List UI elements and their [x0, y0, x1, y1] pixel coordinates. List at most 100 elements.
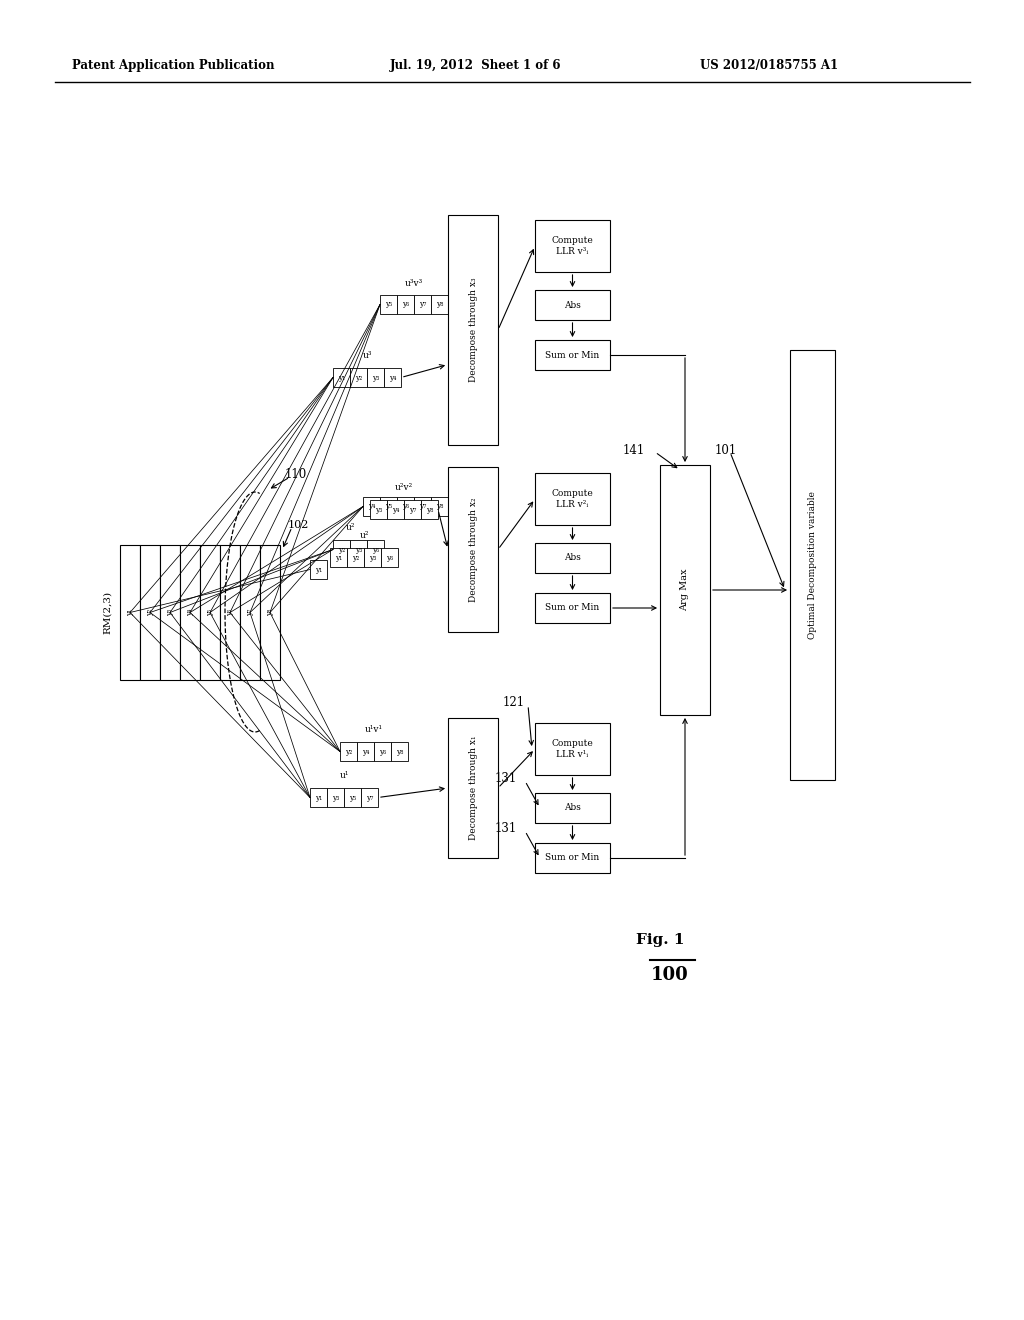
Text: y₂: y₂ [146, 609, 154, 616]
Text: Optimal Decomposition variable: Optimal Decomposition variable [808, 491, 817, 639]
Text: y₅: y₅ [385, 301, 392, 309]
Text: u²v²: u²v² [395, 483, 413, 492]
Bar [350, 368, 367, 387]
Bar [367, 368, 384, 387]
Bar [535, 593, 610, 623]
Text: 100: 100 [651, 966, 689, 983]
Text: 141: 141 [623, 444, 645, 457]
Bar [240, 545, 260, 680]
Text: Compute
LLR v²ᵢ: Compute LLR v²ᵢ [552, 490, 593, 508]
Text: y₈: y₈ [426, 506, 433, 513]
Text: y₃: y₃ [375, 506, 382, 513]
Bar [535, 341, 610, 370]
Text: US 2012/0185755 A1: US 2012/0185755 A1 [700, 58, 838, 71]
Text: y₇: y₇ [419, 503, 426, 511]
Text: 110: 110 [285, 469, 307, 482]
Bar [310, 560, 327, 579]
Text: y₅: y₅ [349, 793, 356, 801]
Text: u³v³: u³v³ [404, 279, 423, 288]
Bar [120, 545, 140, 680]
Text: y₆: y₆ [386, 553, 393, 561]
Bar [260, 545, 280, 680]
Text: Decompose through x₁: Decompose through x₁ [469, 735, 477, 841]
Bar [535, 723, 610, 775]
Text: 131: 131 [495, 822, 517, 836]
Text: Compute
LLR v³ᵢ: Compute LLR v³ᵢ [552, 236, 593, 256]
Text: y₄: y₄ [368, 503, 375, 511]
Text: y₃: y₃ [332, 793, 339, 801]
Text: y₇: y₇ [246, 609, 254, 616]
Text: y₇: y₇ [366, 793, 373, 801]
Text: Fig. 1: Fig. 1 [636, 933, 684, 946]
Bar [380, 294, 397, 314]
Text: 102: 102 [288, 520, 309, 531]
Bar [397, 498, 414, 516]
Text: y₁: y₁ [338, 374, 345, 381]
Text: 101: 101 [715, 444, 737, 457]
Text: y₆: y₆ [401, 301, 410, 309]
Text: y₈: y₈ [436, 503, 443, 511]
Text: y₁: y₁ [335, 553, 342, 561]
Bar [660, 465, 710, 715]
Text: y₈: y₈ [436, 301, 443, 309]
Text: Sum or Min: Sum or Min [546, 351, 600, 359]
Bar [347, 548, 364, 568]
Text: u¹v¹: u¹v¹ [365, 726, 383, 734]
Bar [535, 220, 610, 272]
Bar [361, 788, 378, 807]
Bar [535, 543, 610, 573]
Bar [220, 545, 240, 680]
Text: u²: u² [345, 524, 354, 532]
Bar [350, 540, 367, 558]
Text: RM(2,3): RM(2,3) [103, 591, 113, 634]
Text: y₅: y₅ [385, 503, 392, 511]
Text: y₁: y₁ [126, 609, 134, 616]
Bar [140, 545, 160, 680]
Bar [200, 545, 220, 680]
Text: y₈: y₈ [396, 747, 403, 755]
Bar [421, 500, 438, 519]
Bar [387, 500, 404, 519]
Bar [391, 742, 408, 762]
Bar [364, 548, 381, 568]
Text: y₄: y₄ [389, 374, 396, 381]
Bar [431, 498, 449, 516]
Bar [357, 742, 374, 762]
Bar [160, 545, 180, 680]
Text: y₇: y₇ [419, 301, 426, 309]
Bar [367, 540, 384, 558]
Text: y₂: y₂ [338, 545, 345, 553]
Bar [330, 548, 347, 568]
Bar [449, 215, 498, 445]
Text: y₂: y₂ [352, 553, 359, 561]
Text: Abs: Abs [564, 301, 581, 309]
Text: y₃: y₃ [166, 609, 174, 616]
Text: y₁: y₁ [314, 565, 323, 573]
Bar [180, 545, 200, 680]
Bar [790, 350, 835, 780]
Bar [333, 540, 350, 558]
Bar [449, 718, 498, 858]
Bar [340, 742, 357, 762]
Bar [431, 294, 449, 314]
Text: y₂: y₂ [355, 374, 362, 381]
Text: u³: u³ [362, 351, 372, 360]
Text: y₆: y₆ [372, 545, 379, 553]
Text: Arg Max: Arg Max [681, 569, 689, 611]
Text: y₃: y₃ [355, 545, 362, 553]
Text: 121: 121 [503, 697, 525, 710]
Bar [327, 788, 344, 807]
Text: Sum or Min: Sum or Min [546, 603, 600, 612]
Text: Abs: Abs [564, 553, 581, 562]
Text: Patent Application Publication: Patent Application Publication [72, 58, 274, 71]
Text: u²: u² [359, 532, 369, 540]
Bar [362, 498, 380, 516]
Text: Abs: Abs [564, 804, 581, 813]
Bar [374, 742, 391, 762]
Bar [310, 788, 327, 807]
Text: y₃: y₃ [369, 553, 376, 561]
Text: y₁: y₁ [314, 793, 323, 801]
Bar [381, 548, 398, 568]
Text: y₄: y₄ [361, 747, 370, 755]
Text: y₇: y₇ [409, 506, 416, 513]
